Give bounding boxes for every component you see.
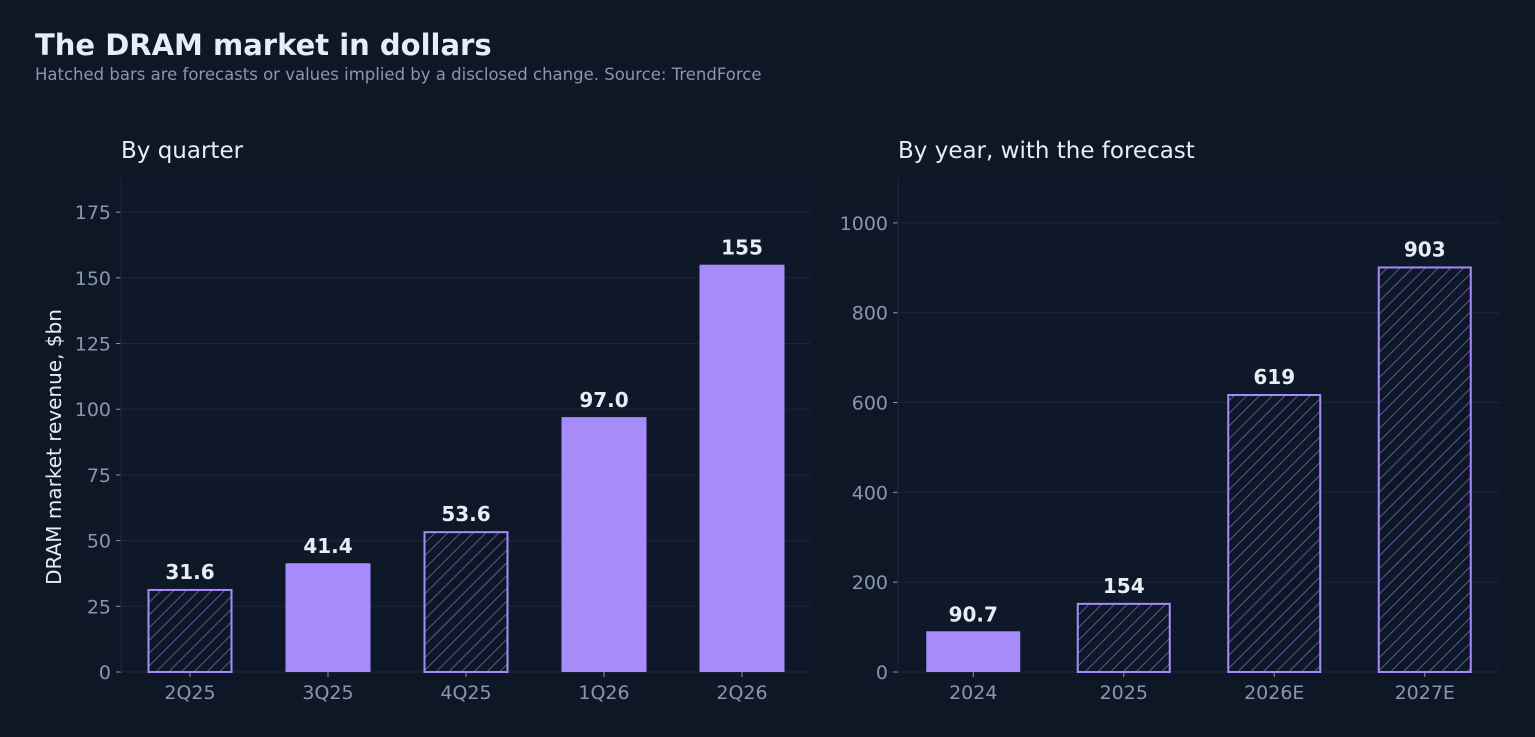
bar-hatched xyxy=(423,531,509,674)
x-tick-label: 2024 xyxy=(949,682,997,704)
data-label: 155 xyxy=(721,236,763,260)
bar-hatched xyxy=(1377,266,1472,673)
y-axis-label: DRAM market revenue, $bn xyxy=(42,309,66,585)
data-label: 31.6 xyxy=(165,560,214,584)
x-tick-label: 1Q26 xyxy=(578,682,629,704)
y-tick-label: 100 xyxy=(75,399,111,421)
data-label: 903 xyxy=(1404,237,1446,261)
y-tick-label: 25 xyxy=(87,596,111,618)
data-label: 53.6 xyxy=(441,502,490,526)
y-tick-label: 175 xyxy=(75,202,111,224)
x-tick-label: 2027E xyxy=(1395,682,1455,704)
x-tick-label: 2026E xyxy=(1244,682,1304,704)
bar xyxy=(699,264,785,672)
chart-subtitle: Hatched bars are forecasts or values imp… xyxy=(35,65,762,84)
y-tick-label: 800 xyxy=(852,303,888,325)
bar-hatched xyxy=(1227,394,1322,673)
x-tick-label: 3Q25 xyxy=(302,682,353,704)
y-tick-label: 150 xyxy=(75,268,111,290)
y-tick-label: 75 xyxy=(87,465,111,487)
bar xyxy=(561,417,647,672)
y-tick-label: 600 xyxy=(852,393,888,415)
data-label: 90.7 xyxy=(949,602,998,626)
bar-hatched xyxy=(147,588,233,673)
y-tick-label: 50 xyxy=(87,531,111,553)
y-tick-label: 400 xyxy=(852,482,888,504)
x-tick-label: 2Q25 xyxy=(164,682,215,704)
panel-title: By quarter xyxy=(121,138,244,164)
bar xyxy=(285,563,371,672)
x-tick-label: 2Q26 xyxy=(716,682,767,704)
y-tick-label: 0 xyxy=(99,662,111,684)
panel-title: By year, with the forecast xyxy=(898,138,1195,164)
data-label: 154 xyxy=(1103,574,1145,598)
x-tick-label: 2025 xyxy=(1100,682,1148,704)
x-tick-label: 4Q25 xyxy=(440,682,491,704)
bar xyxy=(926,631,1021,672)
data-label: 41.4 xyxy=(303,534,352,558)
yearly-panel: 0 200 400 600 800 1000 By year, with the forec… xyxy=(840,138,1500,704)
y-tick-label: 125 xyxy=(75,334,111,356)
quarterly-panel: 0 25 50 75 100 125 150 175 By quarter DRAM market… xyxy=(42,138,811,704)
data-label: 97.0 xyxy=(579,388,628,412)
y-tick-label: 200 xyxy=(852,572,888,594)
bar-hatched xyxy=(1076,602,1171,674)
data-label: 619 xyxy=(1253,365,1295,389)
y-tick-label: 1000 xyxy=(840,213,888,235)
chart-title: The DRAM market in dollars xyxy=(35,28,492,62)
y-tick-label: 0 xyxy=(876,662,888,684)
